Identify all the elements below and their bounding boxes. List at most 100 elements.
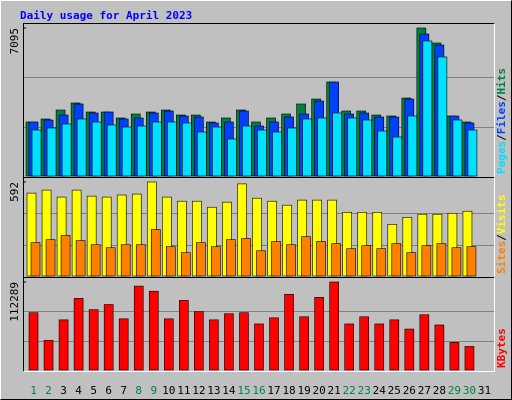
x-tick-label: 17 <box>267 384 280 397</box>
bar <box>118 318 129 371</box>
bar <box>194 311 204 371</box>
bar <box>212 126 222 177</box>
bar <box>181 252 191 277</box>
legend-entry: Pages <box>495 141 508 174</box>
bar <box>359 316 370 371</box>
bar <box>302 118 312 177</box>
bar <box>374 323 385 371</box>
bar <box>332 112 342 177</box>
bar <box>299 316 309 371</box>
x-tick-label: 19 <box>297 384 310 397</box>
bar <box>239 312 249 371</box>
bar <box>73 298 84 371</box>
x-tick-label: 2 <box>45 384 52 397</box>
bar <box>316 241 326 277</box>
bar <box>464 346 475 371</box>
x-tick-label: 27 <box>418 384 431 397</box>
bar <box>301 236 311 277</box>
legend-separator: / <box>495 94 508 101</box>
bar <box>133 285 144 371</box>
bar <box>437 56 448 177</box>
bar <box>103 304 114 371</box>
bar <box>241 238 251 277</box>
bar <box>376 248 387 277</box>
bar <box>196 242 206 277</box>
bar <box>422 40 433 177</box>
x-tick-label: 12 <box>192 384 205 397</box>
bar <box>286 244 296 277</box>
legend: KBytes <box>495 328 508 368</box>
bar <box>167 121 177 177</box>
legend-entry: Files <box>495 101 508 134</box>
bar <box>329 281 339 371</box>
bar <box>105 247 116 277</box>
bar <box>272 131 282 177</box>
bar <box>404 328 415 371</box>
x-tick-label: 7 <box>120 384 127 397</box>
x-tick-label: 20 <box>313 384 326 397</box>
x-tick-label: 3 <box>60 384 67 397</box>
x-tick-label: 16 <box>252 384 265 397</box>
bar <box>407 115 418 177</box>
x-tick-label: 18 <box>282 384 295 397</box>
x-tick-label: 4 <box>75 384 82 397</box>
x-tick-label: 9 <box>150 384 157 397</box>
bar <box>421 245 432 277</box>
bar <box>164 318 174 371</box>
bar <box>224 313 234 371</box>
bar <box>209 319 219 371</box>
x-tick-label: 6 <box>105 384 112 397</box>
bar <box>406 252 417 277</box>
y-tick-label: 7095 <box>8 28 21 55</box>
bar <box>150 229 161 277</box>
x-tick-label: 14 <box>222 384 236 397</box>
x-tick-label: 11 <box>177 384 190 397</box>
bar <box>58 319 69 371</box>
bar <box>269 317 279 371</box>
x-tick-label: 28 <box>433 384 446 397</box>
bar <box>257 129 267 177</box>
legend-entry: Hits <box>495 68 508 95</box>
bar <box>449 342 460 371</box>
bar <box>227 138 237 177</box>
bar <box>254 323 264 371</box>
x-tick-label: 1 <box>30 384 37 397</box>
x-tick-label: 25 <box>388 384 401 397</box>
bar <box>361 245 372 277</box>
legend-entry: KBytes <box>495 328 508 368</box>
x-tick-label: 24 <box>373 384 387 397</box>
legend-entry: Sites <box>495 241 508 274</box>
bar <box>436 243 447 277</box>
bar <box>31 129 42 177</box>
bar <box>151 121 162 177</box>
bar <box>347 117 357 177</box>
bar <box>211 246 221 277</box>
bar <box>331 243 341 277</box>
legend: Pages/Files/Hits <box>495 68 508 174</box>
bar <box>451 247 462 277</box>
bar <box>392 136 403 177</box>
bar <box>30 242 41 277</box>
bar <box>197 131 207 177</box>
bar <box>317 117 327 177</box>
bar <box>466 246 477 277</box>
bar <box>43 340 54 371</box>
bar <box>419 314 430 371</box>
bar <box>226 239 236 277</box>
bar <box>346 248 356 277</box>
bar <box>182 122 192 177</box>
bar <box>45 239 56 277</box>
legend-separator: / <box>495 134 508 141</box>
legend: Sites/Visits <box>495 195 508 275</box>
chart-title: Daily usage for April 2023 <box>20 9 192 22</box>
plot-border <box>23 277 495 372</box>
bar <box>60 235 71 277</box>
x-tick-label: 31 <box>478 384 491 397</box>
bar <box>452 119 463 177</box>
x-tick-label: 10 <box>162 384 175 397</box>
bar <box>314 297 324 371</box>
bar <box>28 312 39 371</box>
bar <box>179 300 189 371</box>
